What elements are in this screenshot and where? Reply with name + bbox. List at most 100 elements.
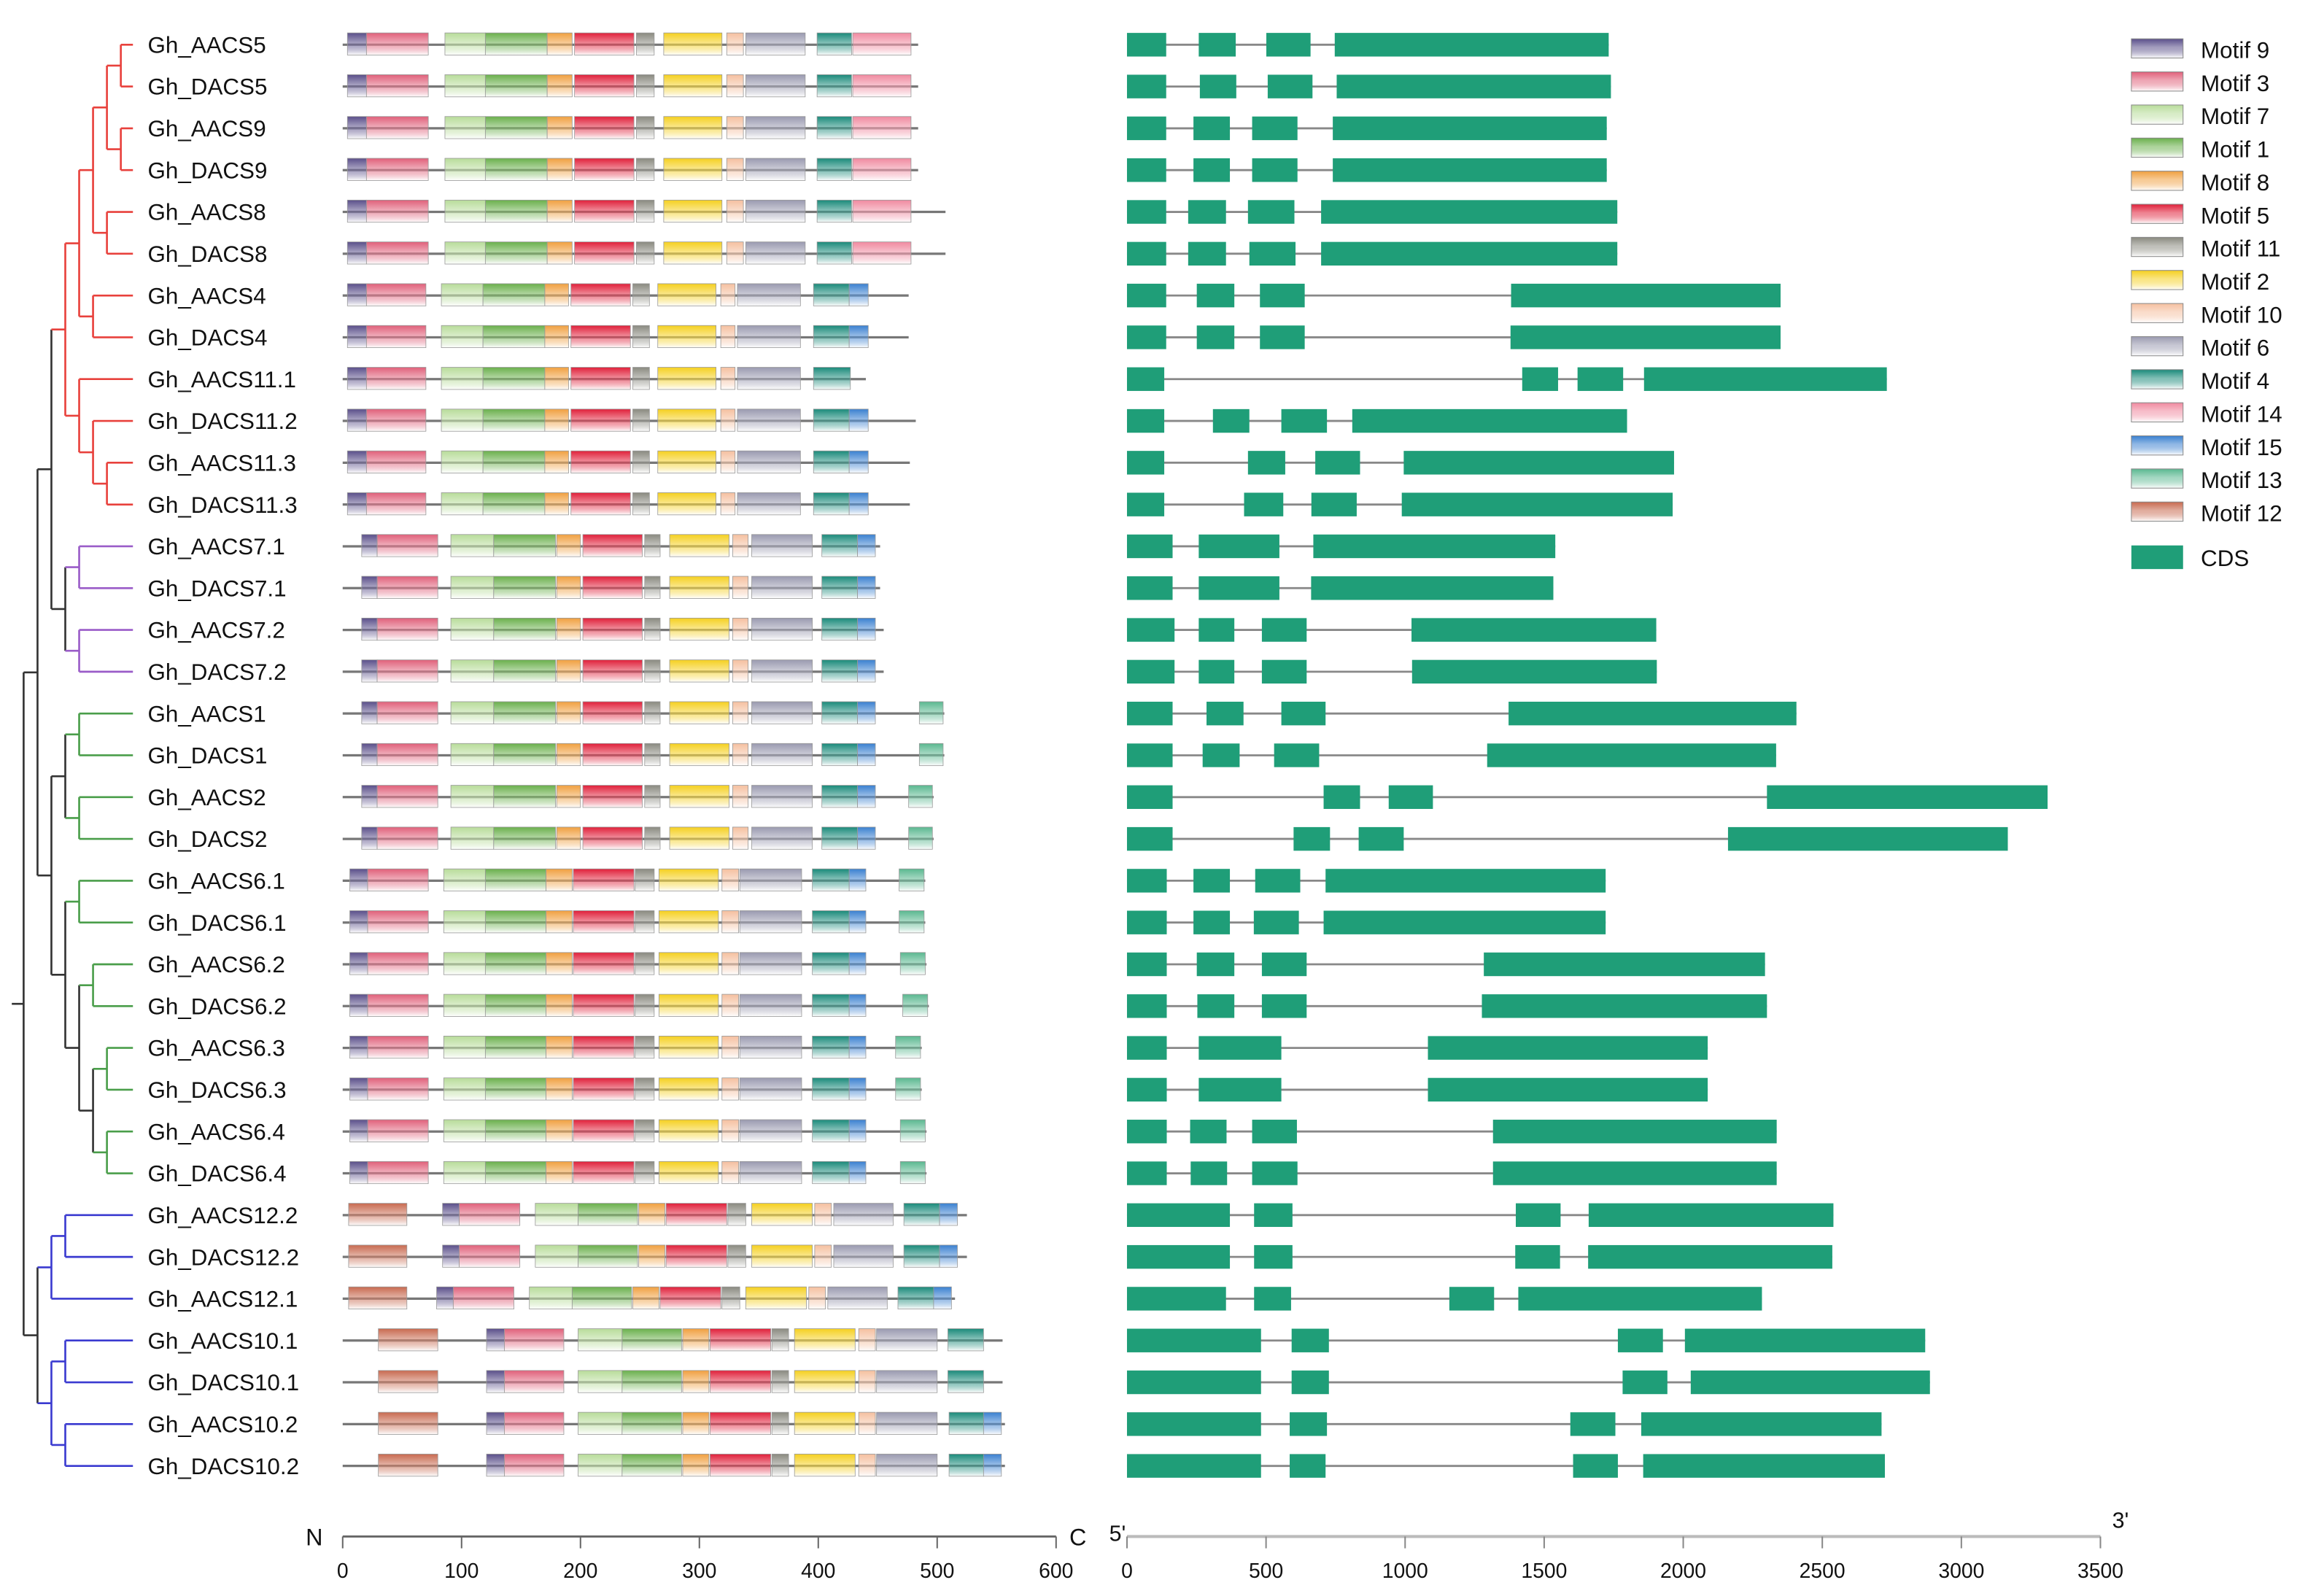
cds-exon bbox=[1193, 116, 1231, 141]
motif-3-box bbox=[367, 1161, 429, 1185]
motif-6-box bbox=[751, 743, 813, 767]
motif-5-box bbox=[573, 952, 635, 975]
motif-10-box bbox=[732, 617, 749, 641]
motif-6-box bbox=[745, 116, 806, 139]
cds-exon bbox=[1325, 869, 1606, 893]
motif-7-box bbox=[578, 1411, 623, 1435]
cds-exon bbox=[1198, 1036, 1282, 1060]
motif-3-box bbox=[504, 1370, 565, 1393]
motif-5-box bbox=[573, 1119, 635, 1142]
motif-6-box bbox=[751, 785, 813, 808]
protein-motif-row bbox=[342, 32, 918, 55]
motif-11-box bbox=[635, 32, 655, 55]
motif-15-box bbox=[848, 408, 869, 432]
gene-label: Gh_AACS11.1 bbox=[147, 367, 295, 392]
motif-1-box bbox=[621, 1328, 682, 1352]
motif-9-box bbox=[346, 450, 367, 473]
motif-3-box bbox=[376, 617, 438, 641]
motif-7-box bbox=[450, 617, 495, 641]
motif-15-box bbox=[857, 534, 876, 557]
cds-exon bbox=[1249, 241, 1296, 266]
motif-1-box bbox=[578, 1203, 638, 1226]
motif-11-box bbox=[727, 1203, 746, 1226]
motif-9-box bbox=[346, 116, 367, 139]
gene-structure-row bbox=[1126, 1077, 1708, 1102]
motif-2-box bbox=[669, 576, 729, 599]
cds-exon bbox=[1261, 994, 1307, 1018]
motif-10-box bbox=[732, 785, 749, 808]
cds-exon bbox=[1193, 158, 1231, 182]
legend-cds-swatch bbox=[2131, 545, 2183, 570]
cds-exon bbox=[1311, 576, 1554, 600]
motif-9-box bbox=[346, 325, 367, 349]
motif-5-box bbox=[573, 1161, 635, 1185]
motif-6-box bbox=[739, 1119, 802, 1142]
cds-exon bbox=[1198, 659, 1235, 684]
motif-10-box bbox=[726, 32, 744, 55]
motif-7-box bbox=[450, 659, 495, 683]
motif-9-box bbox=[486, 1454, 505, 1477]
legend-motif-1-swatch bbox=[2131, 137, 2184, 158]
motif-1-box bbox=[571, 1286, 632, 1310]
protein-motif-row bbox=[342, 1328, 1003, 1352]
motif-15-box bbox=[857, 576, 876, 599]
gene-label: Gh_DACS1 bbox=[147, 743, 267, 769]
gene-structure-row bbox=[1126, 1370, 1930, 1395]
motif-1-box bbox=[482, 450, 546, 473]
protein-motif-row bbox=[342, 1370, 1003, 1393]
motif-4-box bbox=[812, 1077, 850, 1101]
motif-13-box bbox=[899, 952, 926, 975]
legend-motif-9-swatch bbox=[2131, 38, 2184, 59]
cds-exon bbox=[1509, 701, 1797, 726]
motif-2-box bbox=[751, 1203, 813, 1226]
protein-motif-row bbox=[342, 1161, 927, 1185]
cds-exon bbox=[1588, 1203, 1834, 1228]
gene-label: Gh_AACS12.1 bbox=[147, 1287, 298, 1312]
motif-10-box bbox=[808, 1286, 826, 1310]
motif-panel bbox=[342, 32, 1005, 1477]
gene-structure-row bbox=[1126, 116, 1607, 141]
motif-7-box bbox=[450, 785, 495, 808]
motif-6-box bbox=[739, 1077, 802, 1101]
motif-6-box bbox=[737, 367, 801, 390]
cds-exon bbox=[1411, 618, 1657, 642]
motif-1-box bbox=[493, 659, 556, 683]
motif-2-box bbox=[794, 1328, 856, 1352]
motif-15-box bbox=[857, 826, 876, 850]
cds-exon bbox=[1126, 910, 1167, 934]
motif-8-box bbox=[556, 701, 581, 724]
motif-8-box bbox=[546, 116, 573, 139]
motif-7-box bbox=[450, 826, 495, 850]
axis-tick-label: 400 bbox=[801, 1560, 835, 1583]
gene-structure-row bbox=[1126, 785, 2048, 809]
protein-motif-row bbox=[342, 910, 926, 934]
legend-label: Motif 11 bbox=[2201, 236, 2280, 262]
motif-4-box bbox=[821, 785, 858, 808]
motif-3-box bbox=[365, 325, 427, 349]
motif-7-box bbox=[578, 1454, 623, 1477]
cds-exon bbox=[1197, 994, 1235, 1018]
motif-11-box bbox=[635, 1119, 655, 1142]
cds-exon bbox=[1198, 576, 1279, 600]
legend-label: Motif 6 bbox=[2201, 336, 2269, 361]
legend-label: Motif 5 bbox=[2201, 203, 2269, 228]
motif-4-box bbox=[812, 1161, 850, 1185]
motif-4-box bbox=[813, 408, 850, 432]
motif-3-box bbox=[365, 367, 427, 390]
motif-9-box bbox=[349, 993, 368, 1017]
motif-5-box bbox=[570, 367, 631, 390]
motif-10-box bbox=[721, 1119, 739, 1142]
motif-8-box bbox=[546, 1119, 573, 1142]
cds-exon bbox=[1126, 785, 1173, 809]
protein-motif-row bbox=[342, 785, 934, 808]
motif-15-box bbox=[848, 1036, 867, 1059]
motif-14-box bbox=[852, 158, 912, 181]
motif-8-box bbox=[682, 1370, 710, 1393]
motif-9-box bbox=[361, 826, 378, 850]
motif-1-box bbox=[493, 534, 556, 557]
motif-2-box bbox=[663, 158, 723, 181]
motif-4-box bbox=[948, 1370, 984, 1393]
motif-1-box bbox=[493, 785, 556, 808]
legend-motif-11-swatch bbox=[2131, 236, 2184, 257]
